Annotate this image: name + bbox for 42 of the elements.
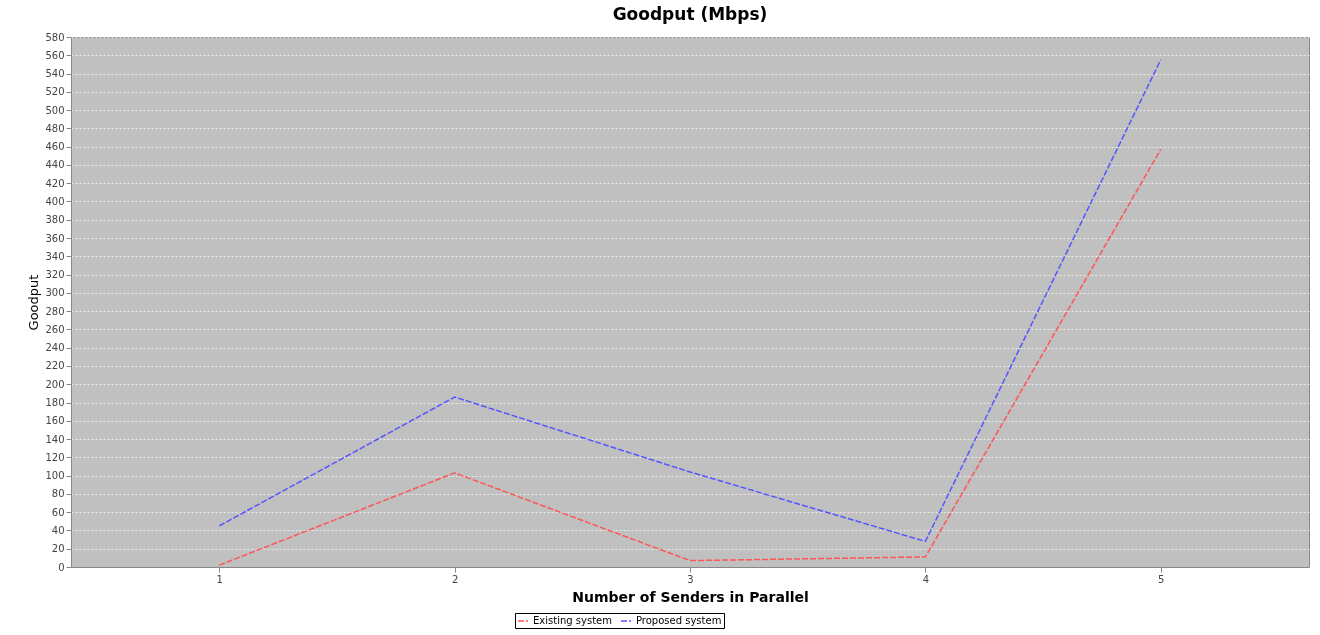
y-tick-label: 280 — [45, 305, 65, 317]
y-tick-label: 300 — [45, 287, 65, 299]
y-tick-label: 160 — [45, 415, 65, 427]
x-tick-label: 1 — [216, 573, 223, 585]
y-tick-label: 320 — [45, 269, 65, 281]
x-tick-label: 3 — [687, 573, 694, 585]
y-tick-label: 200 — [45, 378, 65, 390]
chart-title: Goodput (Mbps) — [612, 4, 768, 24]
legend-label: Proposed system — [636, 615, 722, 626]
y-tick-label: 560 — [45, 49, 65, 61]
y-tick-label: 540 — [45, 68, 65, 80]
y-tick-label: 140 — [45, 433, 65, 445]
y-tick-label: 340 — [45, 250, 65, 262]
y-tick-label: 480 — [45, 122, 65, 134]
y-tick-label: 420 — [45, 177, 65, 189]
y-tick-label: 400 — [45, 195, 65, 207]
y-tick-label: 0 — [58, 561, 65, 573]
y-tick-label: 360 — [45, 232, 65, 244]
y-tick-label: 580 — [45, 31, 65, 43]
y-tick-label: 520 — [45, 86, 65, 98]
y-tick-label: 180 — [45, 397, 65, 409]
y-tick-label: 120 — [45, 451, 65, 463]
y-tick-label: 60 — [51, 506, 65, 518]
x-axis-title: Number of Senders in Parallel — [572, 588, 809, 605]
y-tick-label: 220 — [45, 360, 65, 372]
y-tick-label: 440 — [45, 159, 65, 171]
y-tick-label: 460 — [45, 141, 65, 153]
y-tick-label: 240 — [45, 342, 65, 354]
y-axis-title: Goodput — [26, 274, 42, 331]
y-tick-label: 380 — [45, 214, 65, 226]
x-tick-label: 2 — [451, 573, 459, 585]
y-tick-label: 80 — [51, 488, 65, 500]
line-series — [218, 59, 1162, 543]
y-tick-label: 20 — [51, 543, 65, 555]
y-tick-label: 500 — [45, 104, 65, 116]
y-tick-label: 100 — [45, 470, 65, 482]
line-series — [218, 148, 1162, 566]
y-tick-label: 40 — [51, 524, 65, 536]
legend-label: Existing system — [533, 615, 612, 626]
y-tick-label: 260 — [45, 323, 65, 335]
x-tick-label: 4 — [922, 573, 930, 585]
x-tick-label: 5 — [1158, 573, 1165, 585]
